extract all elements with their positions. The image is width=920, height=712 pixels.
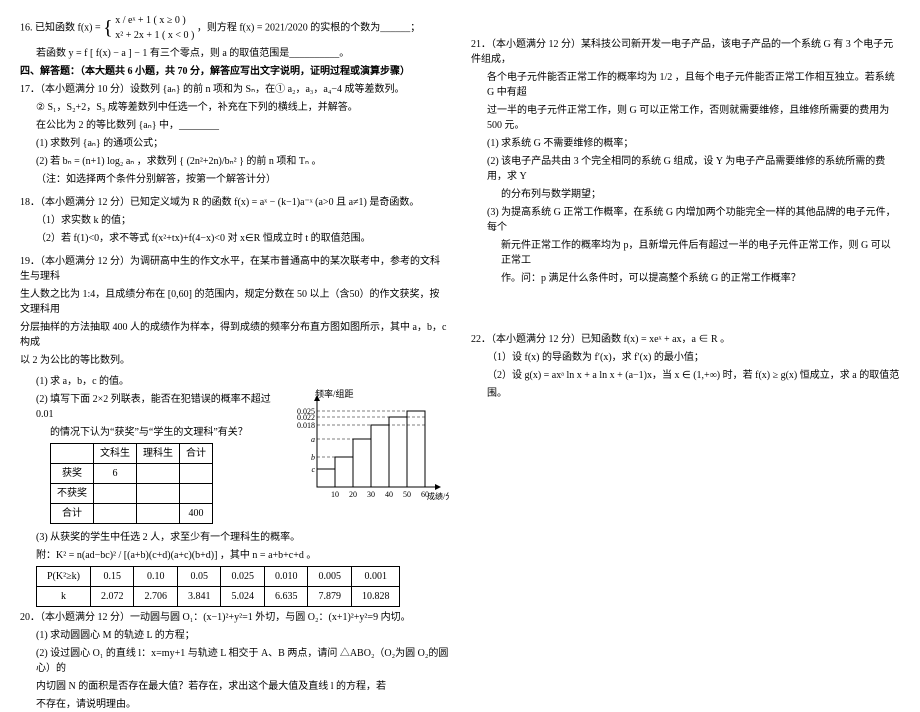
q16-tail: ，则方程 f(x) = 2021/2020 的实根的个数为______； <box>197 22 420 33</box>
svg-text:10: 10 <box>331 490 339 499</box>
q17-p1: (1) 求数列 {aₙ} 的通项公式； <box>20 136 449 151</box>
svg-text:成绩/分: 成绩/分 <box>427 491 449 501</box>
svg-text:40: 40 <box>385 490 393 499</box>
table-row: k 2.072 2.706 3.841 5.024 6.635 7.879 10… <box>37 587 400 607</box>
table-row: P(K²≥k) 0.15 0.10 0.05 0.025 0.010 0.005… <box>37 567 400 587</box>
t1h1: 文科生 <box>94 444 137 464</box>
right-column: 21．（本小题满分 12 分）某科技公司新开发一电子产品，该电子产品的一个系统 … <box>471 10 900 620</box>
q21-p3b: 新元件正常工作的概率均为 p，且新增元件后有超过一半的电子元件正常工作，则 G … <box>471 238 900 268</box>
q17-cond: ② S₁，S₂+2，S₃ 成等差数列中任选一个，补充在下列的横线上，并解答。 <box>20 100 449 115</box>
svg-text:20: 20 <box>349 490 357 499</box>
q19-table1: 文科生 理科生 合计 获奖 6 不获奖 合计 <box>50 443 213 524</box>
q20-head: 20．（本小题满分 12 分）一动圆与圆 O₁：(x−1)²+y²=1 外切，与… <box>20 610 449 625</box>
svg-text:c: c <box>311 465 315 474</box>
q21-p2b: 的分布列与数学期望； <box>471 187 900 202</box>
q21-p3c: 作。问：p 满足什么条件时，可以提高整个系统 G 的正常工作概率？ <box>471 271 900 286</box>
svg-text:0.018: 0.018 <box>297 421 315 430</box>
q16-prefix: 16. 已知函数 f(x) = <box>20 22 103 33</box>
table-row: 文科生 理科生 合计 <box>51 444 213 464</box>
q18-p2: （2）若 f(1)<0，求不等式 f(x²+tx)+f(4−x)<0 对 x∈R… <box>20 231 449 246</box>
q16: 16. 已知函数 f(x) = { x / eˣ + 1 ( x ≥ 0 ) x… <box>20 13 449 43</box>
q16-line2: 若函数 y = f [ f(x) − a ] − 1 有三个零点，则 a 的取值… <box>20 46 449 61</box>
q19-p2a: (2) 填写下面 2×2 列联表，能否在犯错误的概率不超过 0.01 <box>20 392 273 422</box>
q19-l3: 分层抽样的方法抽取 400 人的成绩作为样本，得到成绩的频率分布直方图如图所示，… <box>20 320 449 350</box>
q19-p1: (1) 求 a，b，c 的值。 <box>20 374 273 389</box>
q16-pw-bot: x² + 2x + 1 ( x < 0 ) <box>115 28 194 43</box>
q19-l4: 以 2 为公比的等比数列。 <box>20 353 449 368</box>
q22-head: 22．（本小题满分 12 分）已知函数 f(x) = xeˣ + ax，a ∈ … <box>471 332 900 347</box>
table-row: 获奖 6 <box>51 464 213 484</box>
svg-text:a: a <box>311 435 315 444</box>
q21-p1: (1) 求系统 G 不需要维修的概率； <box>471 136 900 151</box>
t1h3: 合计 <box>180 444 213 464</box>
q20-p2c: 不存在，请说明理由。 <box>20 697 449 712</box>
svg-text:b: b <box>311 453 315 462</box>
left-column: 16. 已知函数 f(x) = { x / eˣ + 1 ( x ≥ 0 ) x… <box>20 10 449 620</box>
t1h0 <box>51 444 94 464</box>
q17-head: 17．（本小题满分 10 分）设数列 {aₙ} 的前 n 项和为 Sₙ，在① a… <box>20 82 449 97</box>
q18-head: 18．（本小题满分 12 分）已知定义域为 R 的函数 f(x) = aˣ − … <box>20 195 449 210</box>
q22-p1: （1）设 f(x) 的导函数为 f′(x)，求 f′(x) 的最小值； <box>471 350 900 365</box>
q17-note: （注：如选择两个条件分别解答，按第一个解答计分） <box>20 172 449 187</box>
table-row: 合计 400 <box>51 504 213 524</box>
q17-p2: (2) 若 bₙ = (n+1) log₂ aₙ ，求数列 { (2n²+2n)… <box>20 154 449 169</box>
q21-p2a: (2) 该电子产品共由 3 个完全相同的系统 G 组成，设 Y 为电子产品需要维… <box>471 154 900 184</box>
t1h2: 理科生 <box>137 444 180 464</box>
histogram: 频率/组距102030405060成绩/分0.0250.0220.018abc <box>279 387 449 512</box>
q19-p2b: 的情况下认为“获奖”与“学生的文理科”有关？ <box>20 425 273 440</box>
table-row: 不获奖 <box>51 484 213 504</box>
q17-cond2: 在公比为 2 的等比数列 {aₙ} 中，________ <box>20 118 449 133</box>
svg-text:30: 30 <box>367 490 375 499</box>
svg-text:50: 50 <box>403 490 411 499</box>
q22-p2a: （2）设 g(x) = axᵃ ln x + a ln x + (a−1)x，当… <box>471 368 900 383</box>
histogram-svg: 频率/组距102030405060成绩/分0.0250.0220.018abc <box>279 387 449 507</box>
q20-p1: (1) 求动圆圆心 M 的轨迹 L 的方程； <box>20 628 449 643</box>
q19-k2: 附：K² = n(ad−bc)² / [(a+b)(c+d)(a+c)(b+d)… <box>20 548 449 563</box>
q21-p3a: (3) 为提高系统 G 正常工作概率，在系统 G 内增加两个功能完全一样的其他品… <box>471 205 900 235</box>
svg-text:频率/组距: 频率/组距 <box>315 388 354 399</box>
q19-p3: (3) 从获奖的学生中任选 2 人，求至少有一个理科生的概率。 <box>20 530 449 545</box>
q22-p2b: 围。 <box>471 386 900 401</box>
q20-p2a: (2) 设过圆心 O₁ 的直线 l：x=my+1 与轨迹 L 相交于 A、B 两… <box>20 646 449 676</box>
q18-p1: （1）求实数 k 的值； <box>20 213 449 228</box>
q19-head: 19．（本小题满分 12 分）为调研高中生的作文水平，在某市普通高中的某次联考中… <box>20 254 449 284</box>
section4-title: 四、解答题：（本大题共 6 小题，共 70 分，解答应写出文字说明，证明过程或演… <box>20 64 449 79</box>
q16-pw-top: x / eˣ + 1 ( x ≥ 0 ) <box>115 13 194 28</box>
q20-p2b: 内切圆 N 的面积是否存在最大值？若存在，求出这个最大值及直线 l 的方程，若 <box>20 679 449 694</box>
q21-l2: 各个电子元件能否正常工作的概率均为 1/2 ，且每个电子元件能否正常工作相互独立… <box>471 70 900 100</box>
q21-l3: 过一半的电子元件正常工作，则 G 可以正常工作，否则就需要维修，且维修所需要的费… <box>471 103 900 133</box>
q19-table2: P(K²≥k) 0.15 0.10 0.05 0.025 0.010 0.005… <box>36 566 400 607</box>
q19-l2: 生人数之比为 1:4，且成绩分布在 [0,60] 的范围内，规定分数在 50 以… <box>20 287 449 317</box>
q21-head: 21．（本小题满分 12 分）某科技公司新开发一电子产品，该电子产品的一个系统 … <box>471 37 900 67</box>
